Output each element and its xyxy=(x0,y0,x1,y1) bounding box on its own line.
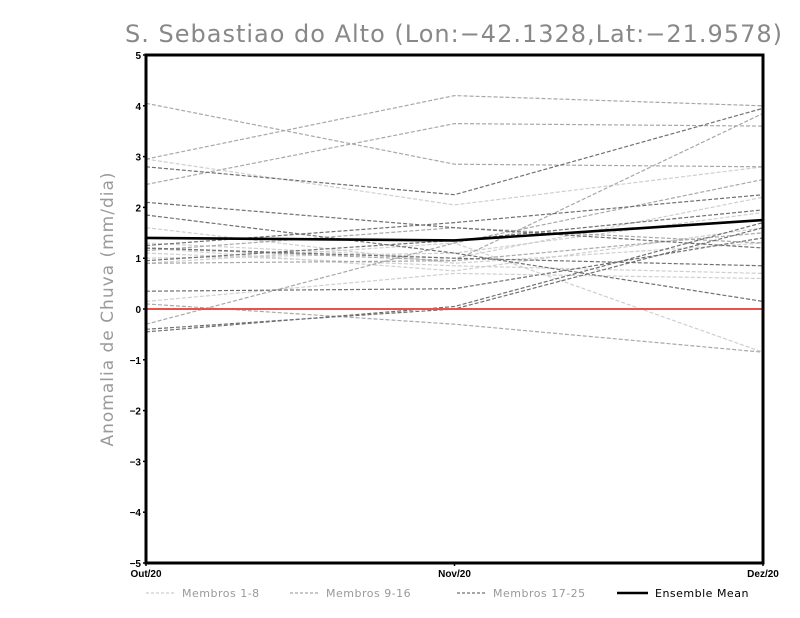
member-line-group-3 xyxy=(145,247,764,267)
x-tick-label: Dez/20 xyxy=(747,569,779,580)
member-lines xyxy=(145,94,764,353)
member-line-group-3 xyxy=(145,107,764,196)
y-tick-label: −3 xyxy=(130,457,142,468)
member-line-group-3 xyxy=(145,222,764,333)
y-tick-label: 5 xyxy=(135,51,141,62)
member-line-group-1 xyxy=(145,252,764,274)
member-line-group-2 xyxy=(145,178,764,325)
plot-frame xyxy=(144,53,765,565)
y-tick-label: −4 xyxy=(130,508,142,519)
member-line-group-1 xyxy=(145,272,764,302)
y-tick-labels: −5 −4 −3 −2 −1 0 1 2 3 4 5 xyxy=(130,51,146,570)
y-axis-label: Anomalia de Chuva (mm/dia) xyxy=(98,171,118,446)
member-line-group-2 xyxy=(145,232,764,264)
legend: Membros 1-8 Membros 9-16 Membros 17-25 Ense… xyxy=(146,587,749,600)
member-line-group-3 xyxy=(145,214,764,302)
legend-label: Ensemble Mean xyxy=(655,587,749,600)
member-line-group-3 xyxy=(145,201,764,249)
member-line-group-2 xyxy=(145,102,764,168)
member-line-group-3 xyxy=(145,237,764,292)
ensemble-mean-line xyxy=(145,218,764,242)
y-tick-label: −1 xyxy=(130,356,142,367)
member-line-group-2 xyxy=(145,122,764,186)
legend-label: Membros 9-16 xyxy=(326,587,411,600)
y-tick-label: −2 xyxy=(130,407,142,418)
member-line-group-2 xyxy=(145,303,764,353)
member-line-group-1 xyxy=(145,211,764,259)
y-tick-label: 4 xyxy=(135,102,141,113)
y-tick-label: 0 xyxy=(135,305,141,316)
y-tick-label: 2 xyxy=(135,203,141,214)
member-line-group-1 xyxy=(145,158,764,206)
x-tick-labels: Out/20 Nov/20 Dez/20 xyxy=(130,563,779,580)
member-line-group-1 xyxy=(145,227,764,272)
x-tick-label: Nov/20 xyxy=(438,569,471,580)
y-tick-label: −5 xyxy=(130,559,142,570)
member-line-group-2 xyxy=(145,94,764,160)
member-line-group-1 xyxy=(145,242,764,353)
legend-label: Membros 17-25 xyxy=(493,587,586,600)
y-tick-label: 1 xyxy=(135,254,141,265)
y-tick-label: 3 xyxy=(135,153,141,164)
x-tick-label: Out/20 xyxy=(130,569,162,580)
legend-label: Membros 1-8 xyxy=(182,587,260,600)
chart-title: S. Sebastiao do Alto (Lon:−42.1328,Lat:−… xyxy=(125,20,783,48)
